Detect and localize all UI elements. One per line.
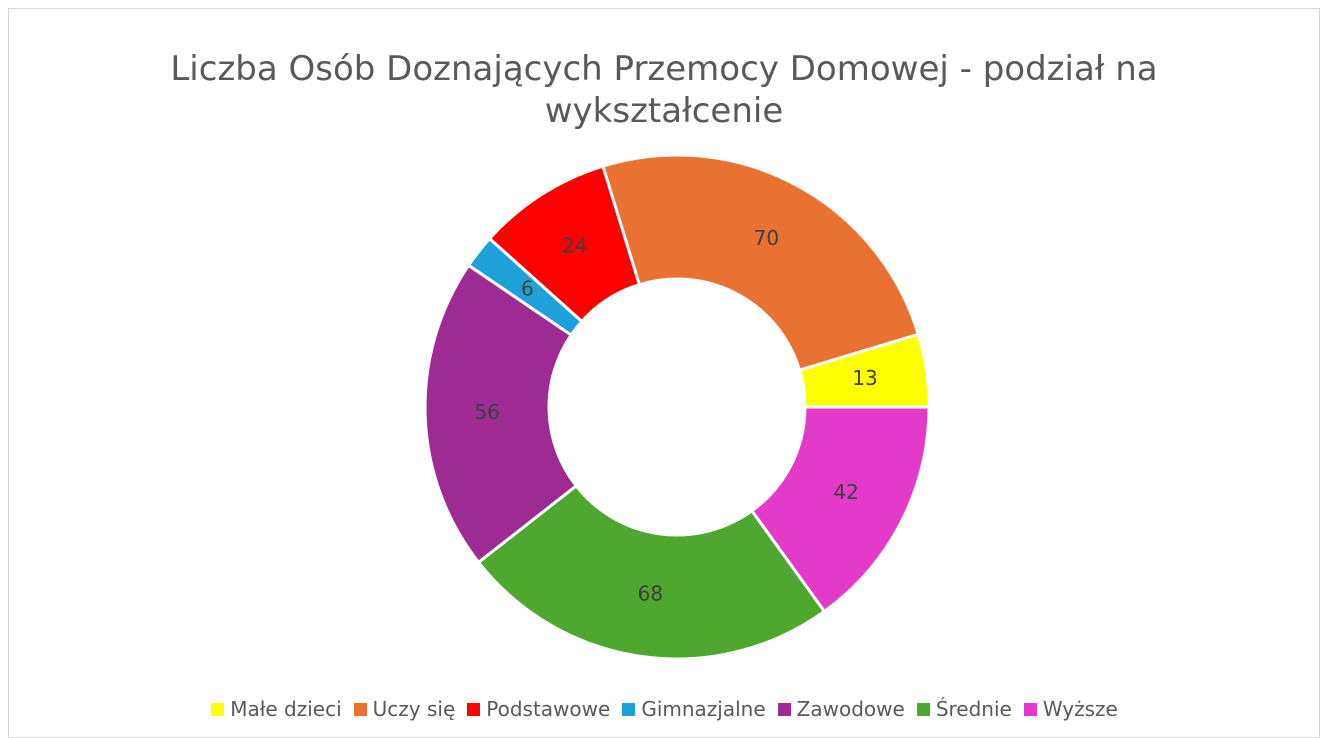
legend-item: Średnie	[916, 697, 1012, 721]
chart-title: Liczba Osób Doznających Przemocy Domowej…	[170, 49, 1158, 131]
legend-swatch	[211, 702, 225, 716]
slice	[476, 483, 827, 661]
data-label: 68	[638, 582, 663, 606]
legend-swatch	[777, 702, 791, 716]
legend-item: Podstawowe	[467, 697, 610, 721]
legend-swatch	[1023, 702, 1037, 716]
legend-swatch	[916, 702, 930, 716]
legend-label: Uczy się	[372, 697, 456, 721]
legend-item: Zawodowe	[777, 697, 905, 721]
legend-swatch	[622, 702, 636, 716]
legend-label: Podstawowe	[486, 697, 611, 721]
legend-label: Małe dzieci	[230, 697, 342, 721]
legend-label: Średnie	[935, 697, 1012, 721]
legend-label: Wyższe	[1042, 697, 1118, 721]
data-label: 24	[562, 233, 587, 257]
data-label: 6	[521, 276, 534, 300]
legend-item: Uczy się	[353, 697, 456, 721]
legend-label: Zawodowe	[796, 697, 905, 721]
legend-label: Gimnazjalne	[641, 697, 766, 721]
legend-item: Gimnazjalne	[622, 697, 766, 721]
legend-item: Wyższe	[1023, 697, 1118, 721]
legend-item: Małe dzieci	[211, 697, 342, 721]
data-label: 56	[474, 400, 499, 424]
data-label: 70	[754, 226, 779, 250]
legend: Małe dzieci Uczy się Podstawowe Gimnazjalne…	[0, 697, 1329, 721]
slice	[601, 153, 921, 372]
legend-swatch	[467, 702, 481, 716]
data-label: 42	[833, 480, 858, 504]
legend-swatch	[353, 702, 367, 716]
data-label: 13	[852, 366, 877, 390]
slice	[423, 263, 579, 565]
slice	[749, 405, 931, 614]
